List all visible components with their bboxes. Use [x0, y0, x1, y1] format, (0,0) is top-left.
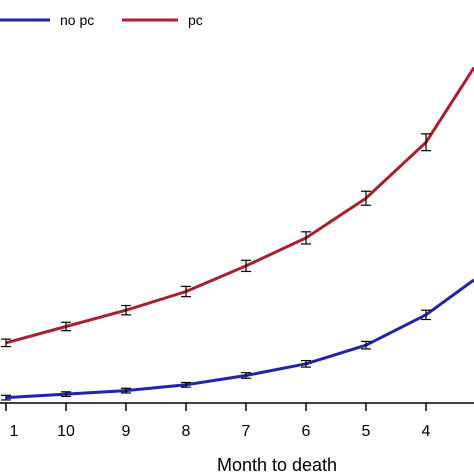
- error-bar: [301, 359, 311, 368]
- legend-label-pc: pc: [188, 12, 203, 28]
- error-bar: [361, 190, 371, 206]
- x-tick-label: 10: [57, 423, 75, 440]
- series-line-pc: [5, 66, 474, 345]
- error-bar: [181, 285, 191, 298]
- x-tick-label: 7: [242, 423, 251, 440]
- x-axis-ticks: 1 10 9 8 7 6 5 4: [5, 403, 431, 440]
- x-tick-label: 8: [182, 423, 191, 440]
- series-line-no-pc: [5, 278, 474, 400]
- error-bar: [301, 231, 311, 245]
- error-bar: [61, 321, 71, 332]
- legend-label-no-pc: no pc: [60, 12, 94, 28]
- error-bar: [0, 394, 11, 401]
- error-bar: [241, 259, 251, 273]
- series-layer: [0, 66, 474, 401]
- x-tick-label: 5: [362, 423, 371, 440]
- legend: no pc pc: [0, 12, 203, 28]
- x-axis-label: Month to death: [217, 455, 337, 474]
- x-tick-label: 1: [10, 423, 19, 440]
- error-bar: [241, 372, 251, 379]
- error-bar: [0, 338, 11, 348]
- error-bar: [121, 304, 131, 316]
- error-bar: [181, 381, 191, 388]
- x-tick-label: 4: [422, 423, 431, 440]
- error-bar: [421, 309, 431, 321]
- error-bar: [61, 391, 71, 398]
- error-bar: [421, 133, 431, 152]
- error-bar: [361, 340, 371, 350]
- error-bar: [121, 387, 131, 394]
- x-tick-label: 6: [302, 423, 311, 440]
- x-tick-label: 9: [122, 423, 131, 440]
